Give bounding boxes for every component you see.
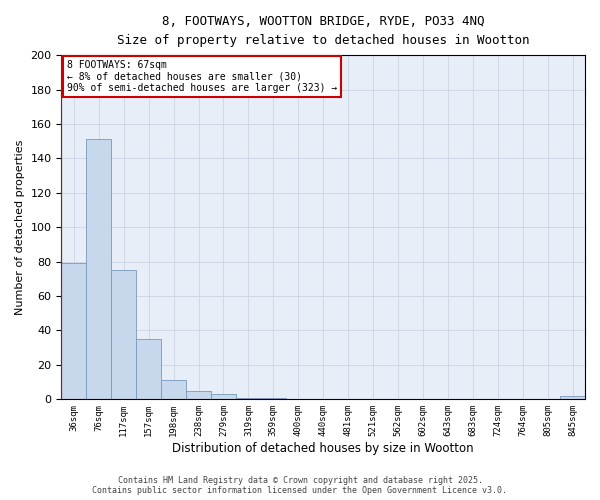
Bar <box>61 264 86 400</box>
Bar <box>111 270 136 400</box>
Text: Contains HM Land Registry data © Crown copyright and database right 2025.
Contai: Contains HM Land Registry data © Crown c… <box>92 476 508 495</box>
Bar <box>261 398 286 400</box>
Bar <box>186 390 211 400</box>
X-axis label: Distribution of detached houses by size in Wootton: Distribution of detached houses by size … <box>172 442 474 455</box>
Bar <box>560 396 585 400</box>
Bar <box>161 380 186 400</box>
Bar <box>86 140 111 400</box>
Bar <box>236 398 261 400</box>
Text: 8 FOOTWAYS: 67sqm
← 8% of detached houses are smaller (30)
90% of semi-detached : 8 FOOTWAYS: 67sqm ← 8% of detached house… <box>67 60 337 94</box>
Bar <box>136 339 161 400</box>
Title: 8, FOOTWAYS, WOOTTON BRIDGE, RYDE, PO33 4NQ
Size of property relative to detache: 8, FOOTWAYS, WOOTTON BRIDGE, RYDE, PO33 … <box>117 15 529 47</box>
Bar <box>211 394 236 400</box>
Y-axis label: Number of detached properties: Number of detached properties <box>15 140 25 315</box>
